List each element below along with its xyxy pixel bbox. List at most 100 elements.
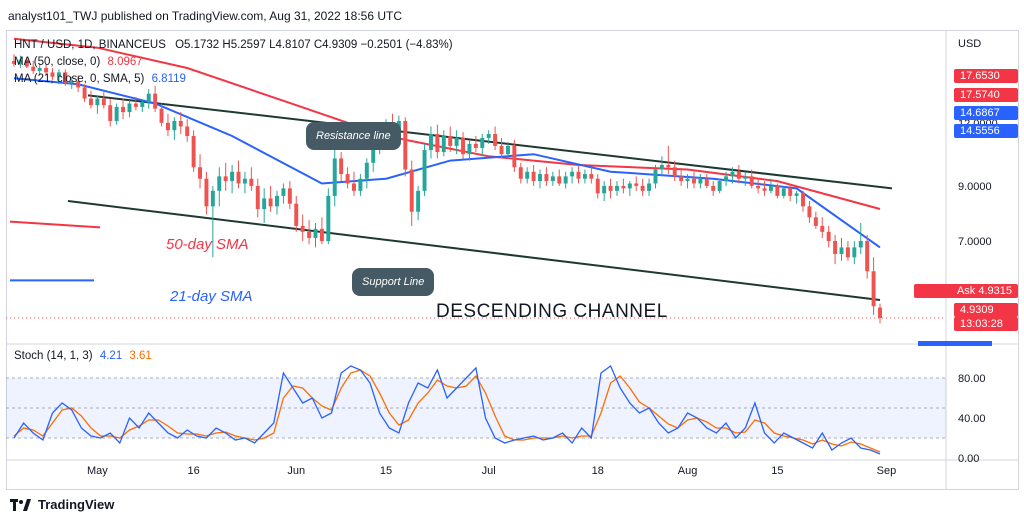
legend-stoch[interactable]: Stoch (14, 1, 3) 4.21 3.61: [14, 350, 152, 362]
candle-body: [557, 176, 562, 184]
candle-body: [403, 120, 408, 170]
candle-body: [608, 185, 613, 191]
candle-body: [666, 164, 671, 168]
candle-body: [18, 59, 23, 64]
candle-body: [499, 145, 504, 155]
candle-body: [865, 241, 870, 272]
candle-body: [255, 185, 260, 210]
candle-body: [217, 176, 222, 191]
candle-body: [76, 81, 81, 88]
price-tag: 14.6867: [954, 106, 1018, 120]
price-tick-label: 12.0000: [958, 118, 998, 130]
candle-body: [358, 178, 363, 191]
candle-body: [525, 171, 530, 179]
candle-body: [352, 183, 356, 191]
candle-body: [332, 158, 337, 196]
candle-body: [454, 137, 459, 146]
candle-body: [602, 185, 607, 194]
candle-body: [736, 171, 741, 179]
chart-frame: [6, 30, 1019, 490]
stoch-tick-label: 40.00: [958, 413, 986, 425]
price-tag: 17.5740: [954, 88, 1018, 102]
price-tick-label: 9.0000: [958, 181, 992, 193]
candle-body: [653, 169, 658, 184]
time-tick-label: Jun: [287, 465, 305, 477]
candle-body: [743, 176, 748, 179]
candle-body: [275, 195, 279, 207]
candle-body: [364, 162, 369, 179]
legend-ma50[interactable]: MA (50, close, 0) 8.0967: [14, 56, 143, 68]
candle-body: [685, 178, 690, 182]
candle-body: [788, 188, 793, 196]
candle-body: [249, 178, 254, 186]
support-line-callout: Support Line: [352, 268, 435, 296]
candle-body: [627, 183, 632, 189]
stoch-d-value: 3.61: [129, 350, 152, 362]
candle-body: [672, 167, 677, 177]
publish-header: analyst101_TWJ published on TradingView.…: [8, 9, 403, 23]
ma21-value: 6.8119: [151, 73, 186, 85]
candle-body: [461, 137, 466, 155]
candle-body: [711, 185, 716, 191]
candle-body: [416, 190, 421, 212]
legend-symbol: HNT / USD, 1D, BINANCEUS O5.1732 H5.2597…: [14, 39, 453, 51]
time-tick-label: 16: [187, 465, 199, 477]
candle-body: [595, 178, 600, 194]
candle-body: [544, 174, 549, 182]
ma21-label: MA (21, close, 0, SMA, 5): [14, 73, 145, 85]
candle-body: [813, 217, 818, 226]
price-tag: Ask 4.9315: [914, 284, 1018, 298]
candle-body: [781, 188, 786, 196]
candle-body: [878, 307, 882, 318]
candle-body: [717, 181, 722, 191]
tradingview-footer[interactable]: TradingView: [10, 497, 114, 512]
time-tick-label: May: [87, 465, 108, 477]
candle-body: [127, 103, 132, 113]
candle-body: [165, 122, 170, 131]
candle-body: [114, 106, 119, 121]
legend-ma21[interactable]: MA (21, close, 0, SMA, 5) 6.8119: [14, 73, 186, 85]
candle-body: [339, 158, 344, 175]
ma50-annotation: 50-day SMA: [166, 236, 249, 253]
symbol-label: HNT / USD, 1D, BINANCEUS: [14, 39, 166, 51]
candle-body: [409, 169, 414, 212]
ma50-value: 8.0967: [107, 56, 143, 68]
candle-body: [679, 176, 684, 182]
stoch-k-value: 4.21: [99, 350, 123, 362]
candle-body: [807, 206, 812, 218]
candle-body: [82, 87, 87, 99]
candle-body: [858, 241, 863, 248]
candle-body: [730, 171, 735, 177]
candle-body: [178, 120, 183, 127]
footer-brand: TradingView: [38, 497, 115, 512]
candle-body: [140, 101, 145, 107]
candle-body: [56, 72, 61, 77]
price-tick-label: 7.0000: [958, 236, 992, 248]
price-tag: 14.5556: [954, 124, 1018, 138]
candle-body: [640, 185, 645, 191]
bid-marker: [918, 341, 992, 346]
candle-body: [698, 178, 703, 184]
candle-body: [480, 137, 485, 148]
candle-body: [236, 171, 241, 184]
candle-body: [198, 167, 203, 179]
candle-body: [833, 241, 838, 254]
candle-body: [69, 81, 74, 83]
stoch-k-line: [13, 364, 881, 455]
candle-body: [185, 126, 190, 136]
candle-body: [242, 178, 247, 184]
stoch-tick-label: 0.00: [958, 453, 979, 465]
price-tag: 13:03:28: [954, 317, 1018, 331]
candle-body: [756, 185, 761, 189]
candle-body: [538, 174, 542, 182]
price-tag: 17.6530: [954, 69, 1018, 83]
candle-body: [287, 188, 292, 204]
candle-body: [762, 188, 767, 191]
candle-body: [435, 134, 440, 153]
candle-body: [422, 150, 427, 191]
candle-body: [647, 183, 652, 191]
time-tick-label: Aug: [678, 465, 698, 477]
currency-label: USD: [958, 38, 982, 50]
ma50-label: MA (50, close, 0): [14, 56, 101, 68]
